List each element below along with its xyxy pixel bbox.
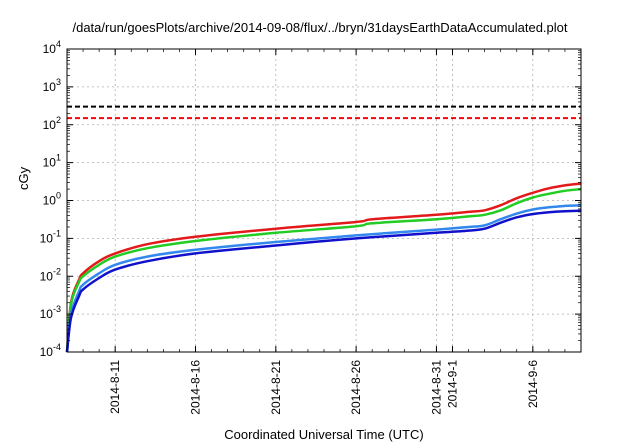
y-tick-label: 101 (43, 153, 61, 170)
x-tick-label: 2014-8-16 (189, 360, 203, 415)
axis-ticks: 10-4 10-3 10-2 10-1 100 101 102 103 104 2014-8-11… (40, 39, 582, 415)
x-tick-label: 2014-9-1 (446, 360, 460, 408)
y-tick-label: 100 (43, 191, 61, 208)
y-tick-label: 10-4 (40, 342, 61, 359)
x-tick-label: 2014-9-6 (526, 360, 540, 408)
y-tick-label: 10-2 (40, 266, 61, 283)
x-tick-label: 2014-8-31 (429, 360, 443, 415)
x-tick-label: 2014-8-26 (349, 360, 363, 415)
series-line (65, 182, 582, 353)
x-axis-label: Coordinated Universal Time (UTC) (224, 427, 424, 442)
y-tick-label: 104 (43, 39, 61, 56)
y-tick-label: 10-3 (40, 304, 61, 321)
series-line (65, 203, 582, 353)
x-tick-label: 2014-8-11 (108, 360, 122, 414)
y-tick-label: 103 (43, 77, 61, 94)
series-lines (65, 182, 582, 353)
series-line (65, 187, 582, 353)
x-tick-label: 2014-8-21 (269, 360, 283, 415)
series-line (65, 209, 582, 353)
y-tick-label: 102 (43, 115, 61, 132)
y-tick-label: 10-1 (40, 228, 61, 245)
grid (67, 49, 581, 352)
reference-lines (67, 105, 581, 120)
chart-title: /data/run/goesPlots/archive/2014-09-08/f… (72, 20, 568, 35)
